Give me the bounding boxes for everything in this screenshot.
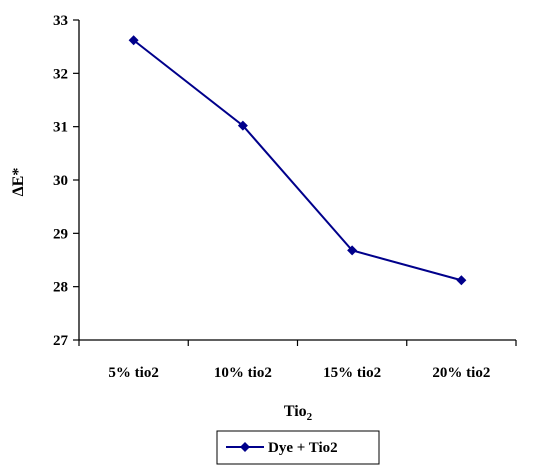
y-tick-label: 32 [53, 66, 68, 82]
x-tick-label: 5% tio2 [108, 365, 158, 381]
data-point-marker [128, 35, 139, 46]
legend: Dye + Tio2 [216, 430, 380, 465]
y-tick-label: 29 [53, 226, 68, 242]
data-point-marker [237, 120, 248, 131]
x-tick-label: 20% tio2 [432, 365, 490, 381]
legend-label: Dye + Tio2 [268, 440, 338, 456]
legend-diamond-marker [240, 442, 250, 452]
x-tick-label: 10% tio2 [214, 365, 272, 381]
series-line [133, 39, 462, 282]
y-tick-label: 28 [53, 280, 68, 296]
series-group [128, 35, 467, 286]
y-axis-label: ΔE* [10, 168, 27, 197]
data-point-marker [456, 275, 467, 286]
x-axis-label: Tio2 [284, 403, 313, 423]
y-axis-ticks: 27 28 29 30 31 32 33 [53, 13, 79, 349]
y-tick-label: 31 [53, 120, 68, 136]
x-tick-label: 15% tio2 [323, 365, 381, 381]
y-tick-label: 27 [53, 333, 69, 349]
x-axis-ticks: 5% tio2 10% tio2 15% tio2 20% tio2 [78, 340, 517, 381]
y-tick-label: 30 [53, 173, 68, 189]
data-point-marker [347, 245, 358, 256]
y-tick-label: 33 [53, 13, 68, 29]
x-axis-label-subscript: 2 [307, 411, 313, 423]
x-axis-label-main: Tio [284, 403, 307, 420]
